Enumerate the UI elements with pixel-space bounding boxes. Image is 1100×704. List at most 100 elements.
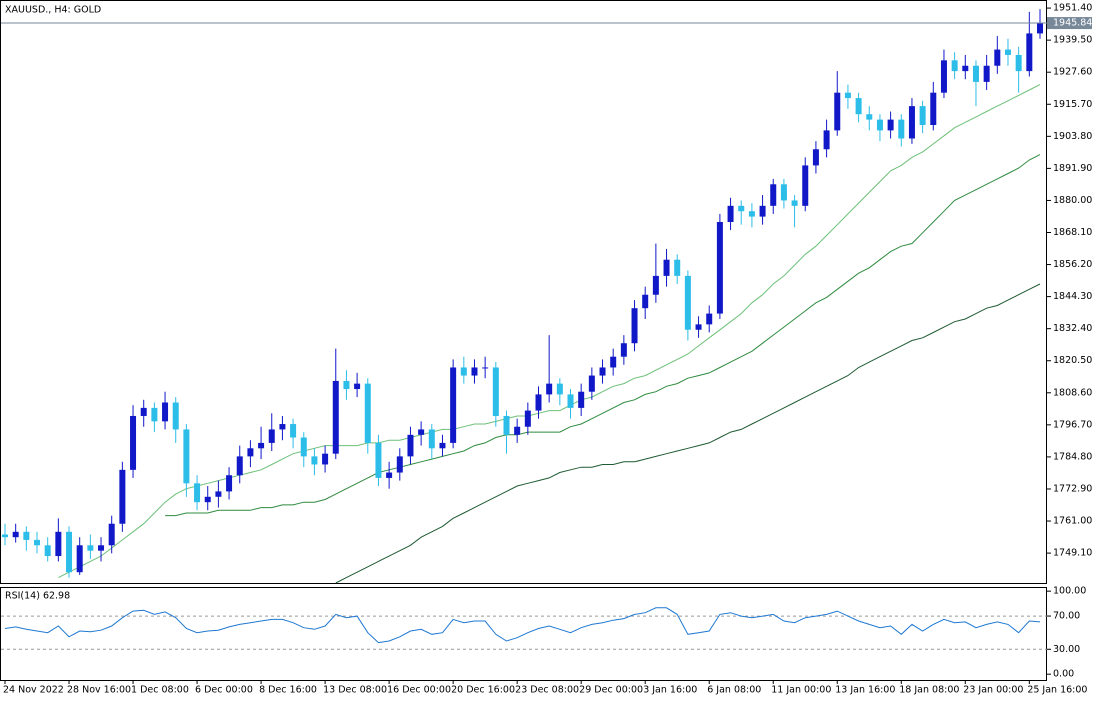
candle-body (279, 424, 286, 430)
candle-body (844, 92, 851, 99)
rsi-tick-label: 0.00 (1053, 669, 1074, 680)
candle-body (204, 496, 211, 503)
candle-body (1015, 54, 1022, 72)
candle-body (876, 119, 883, 131)
x-tick-label: 13 Dec 08:00 (323, 685, 387, 696)
candle-body (748, 211, 755, 217)
y-tick-label: 1856.20 (1053, 259, 1092, 270)
chart-title: XAUUSD., H4: GOLD (5, 5, 101, 16)
candle-body (802, 165, 809, 206)
x-tick-label: 28 Nov 16:00 (67, 685, 131, 696)
candle-body (439, 442, 446, 449)
candle-body (599, 367, 606, 376)
y-tick-label: 1891.90 (1053, 163, 1092, 174)
y-tick-label: 1880.00 (1053, 195, 1092, 206)
candle-body (76, 545, 83, 573)
x-tick-label: 6 Jan 08:00 (707, 685, 761, 696)
candle-body (151, 407, 158, 422)
x-tick-label: 11 Jan 00:00 (771, 685, 831, 696)
candle-body (332, 380, 339, 454)
y-tick-label: 1784.80 (1053, 451, 1092, 462)
candle-body (119, 469, 126, 524)
x-tick-label: 24 Nov 2022 (3, 685, 64, 696)
moving-average (335, 283, 1041, 584)
candle-body (578, 391, 585, 408)
candle-body (791, 200, 798, 206)
x-tick-label: 23 Dec 08:00 (515, 685, 579, 696)
candle-body (631, 308, 638, 344)
y-tick-label: 1772.90 (1053, 483, 1092, 494)
y-tick-label: 1832.40 (1053, 323, 1092, 334)
candle-body (1004, 49, 1011, 55)
candle-body (759, 205, 766, 217)
y-tick-label: 1808.60 (1053, 387, 1092, 398)
candle-body (695, 324, 702, 330)
y-tick-label: 1951.40 (1053, 3, 1092, 14)
candle-body (887, 119, 894, 131)
x-tick-label: 16 Dec 00:00 (387, 685, 451, 696)
candle-body (471, 367, 478, 376)
candle-body (620, 343, 627, 357)
candle-body (866, 114, 873, 120)
candle-body (66, 531, 73, 573)
candle-body (524, 410, 531, 427)
candle-body (23, 531, 30, 540)
candle-body (130, 415, 137, 470)
candle-body (855, 98, 862, 115)
candle-body (2, 534, 8, 538)
candle-body (343, 380, 350, 390)
candle-body (588, 375, 595, 392)
candle-body (226, 475, 233, 492)
candle-body (311, 456, 318, 465)
candle-body (535, 394, 542, 411)
rsi-label: RSI(14) 62.98 (5, 591, 70, 602)
candle-body (1036, 23, 1043, 34)
candle-body (823, 130, 830, 150)
candle-body (12, 531, 19, 538)
candle-body (834, 92, 841, 131)
last-price-box (1047, 17, 1092, 30)
rsi-tick-label: 30.00 (1053, 644, 1080, 655)
candle-body (140, 407, 147, 416)
candle-body (652, 275, 659, 295)
y-tick-label: 1761.00 (1053, 516, 1092, 527)
candle-body (44, 545, 51, 557)
candle-body (236, 456, 243, 476)
moving-average (58, 84, 1041, 579)
x-tick-label: 3 Jan 16:00 (643, 685, 697, 696)
candle-body (172, 402, 179, 430)
candle-body (663, 259, 670, 276)
candle-body (322, 453, 329, 465)
x-tick-label: 20 Dec 16:00 (451, 685, 515, 696)
moving-average (165, 154, 1041, 517)
candle-body (503, 415, 510, 435)
y-tick-label: 1749.10 (1053, 548, 1092, 559)
candle-body (183, 429, 190, 484)
candle-body (375, 442, 382, 478)
candle-body (738, 205, 745, 212)
candle-body (407, 434, 414, 457)
rsi-tick-label: 70.00 (1053, 611, 1080, 622)
y-tick-label: 1927.60 (1053, 67, 1092, 78)
y-tick-label: 1844.30 (1053, 291, 1092, 302)
candle-body (898, 119, 905, 139)
candle-body (716, 221, 723, 314)
y-tick-label: 1820.50 (1053, 355, 1092, 366)
candle-body (98, 545, 105, 551)
candle-body (247, 448, 254, 457)
y-tick-label: 1903.80 (1053, 131, 1092, 142)
price-pane (0, 0, 1047, 584)
candle-body (812, 149, 819, 166)
candle-body (919, 106, 926, 126)
x-tick-label: 13 Jan 16:00 (835, 685, 895, 696)
candle-body (684, 275, 691, 330)
candle-body (55, 531, 62, 557)
candle-body (34, 539, 41, 546)
candle-body (514, 426, 521, 435)
x-tick-label: 23 Jan 00:00 (963, 685, 1023, 696)
candle-body (780, 184, 787, 201)
candle-body (300, 437, 307, 457)
candle-body (386, 472, 393, 478)
